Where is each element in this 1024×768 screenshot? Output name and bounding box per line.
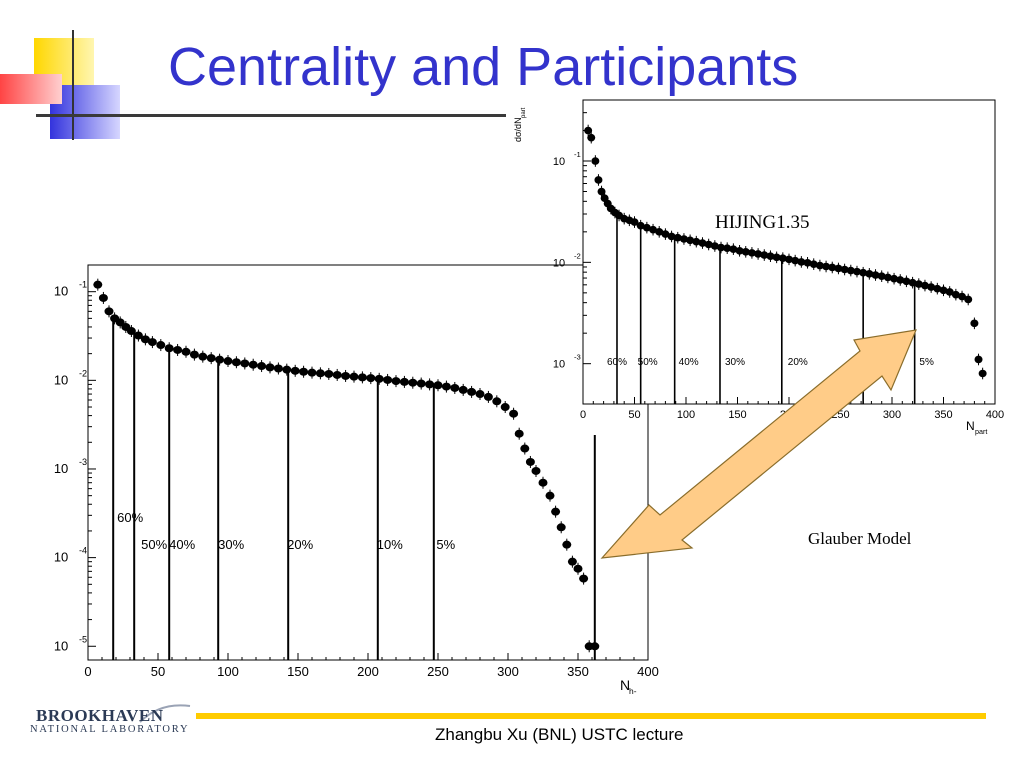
y-tick-exponent: -5 [79, 634, 87, 644]
logo-name: BROOKHAVEN [36, 706, 164, 725]
centrality-label: 30% [725, 357, 745, 368]
y-tick-exponent: -2 [574, 251, 581, 260]
logo-swoosh [139, 704, 191, 723]
y-tick-exponent: -3 [574, 353, 581, 362]
x-tick-label: 100 [677, 409, 695, 421]
centrality-label: 50% [141, 537, 167, 552]
x-tick-label: 200 [357, 664, 379, 679]
slide-title: Centrality and Participants [168, 37, 799, 97]
y-tick-label: 10 [54, 372, 68, 387]
centrality-label: 20% [287, 537, 313, 552]
y-tick-exponent: -1 [79, 280, 87, 290]
centrality-label: 30% [218, 537, 244, 552]
y-axis-label-sub: part [521, 107, 527, 118]
x-tick-label: 150 [287, 664, 309, 679]
x-tick-label: 350 [934, 409, 952, 421]
centrality-label: 50% [638, 357, 658, 368]
x-tick-label: 50 [628, 409, 640, 421]
centrality-label: 40% [169, 537, 195, 552]
x-axis-label: N [620, 677, 630, 693]
y-tick-label: 10 [54, 461, 68, 476]
footer-bar [196, 713, 986, 719]
x-axis-label: N [966, 419, 975, 433]
corner-decoration [0, 30, 130, 140]
y-tick-exponent: -4 [79, 546, 87, 556]
y-axis-label: dσ/dN [513, 117, 523, 142]
x-tick-label: 0 [580, 409, 586, 421]
x-tick-label: 300 [883, 409, 901, 421]
plot-frame [582, 99, 996, 405]
x-tick-label: 100 [217, 664, 239, 679]
x-tick-label: 0 [84, 664, 91, 679]
centrality-label: 60% [607, 357, 627, 368]
x-tick-label: 50 [151, 664, 165, 679]
centrality-label: 10% [377, 537, 403, 552]
y-tick-label: 10 [54, 550, 68, 565]
x-axis-label-sub: part [975, 428, 987, 436]
y-tick-label: 10 [553, 257, 565, 269]
x-tick-label: 350 [567, 664, 589, 679]
y-tick-exponent: -1 [574, 150, 581, 159]
brookhaven-logo: BROOKHAVEN NATIONAL LABORATORY [30, 700, 200, 742]
x-axis-label-sub: h- [629, 686, 637, 696]
x-tick-label: 250 [427, 664, 449, 679]
x-tick-label: 400 [986, 409, 1004, 421]
footer-text: Zhangbu Xu (BNL) USTC lecture [435, 725, 684, 744]
x-tick-label: 300 [497, 664, 519, 679]
y-tick-label: 10 [54, 284, 68, 299]
y-tick-label: 10 [54, 638, 68, 653]
model-annotation: HIJING1.35 [715, 212, 809, 233]
plot-frame [87, 264, 649, 661]
arrow-shape [600, 329, 917, 559]
red-bar [0, 74, 62, 104]
centrality-label: 60% [117, 510, 143, 525]
logo-subtitle: NATIONAL LABORATORY [30, 724, 190, 735]
y-tick-exponent: -2 [79, 368, 87, 378]
title-rule [36, 114, 506, 117]
x-tick-label: 150 [728, 409, 746, 421]
centrality-label: 5% [436, 537, 455, 552]
centrality-label: 40% [679, 357, 699, 368]
y-tick-label: 10 [553, 156, 565, 168]
centrality-label: 5% [919, 357, 934, 368]
y-tick-exponent: -3 [79, 457, 87, 467]
x-tick-label: 400 [637, 664, 659, 679]
centrality-label: 20% [788, 357, 808, 368]
vertical-line [72, 30, 74, 140]
glauber-label: Glauber Model [808, 529, 912, 548]
y-tick-label: 10 [553, 359, 565, 371]
